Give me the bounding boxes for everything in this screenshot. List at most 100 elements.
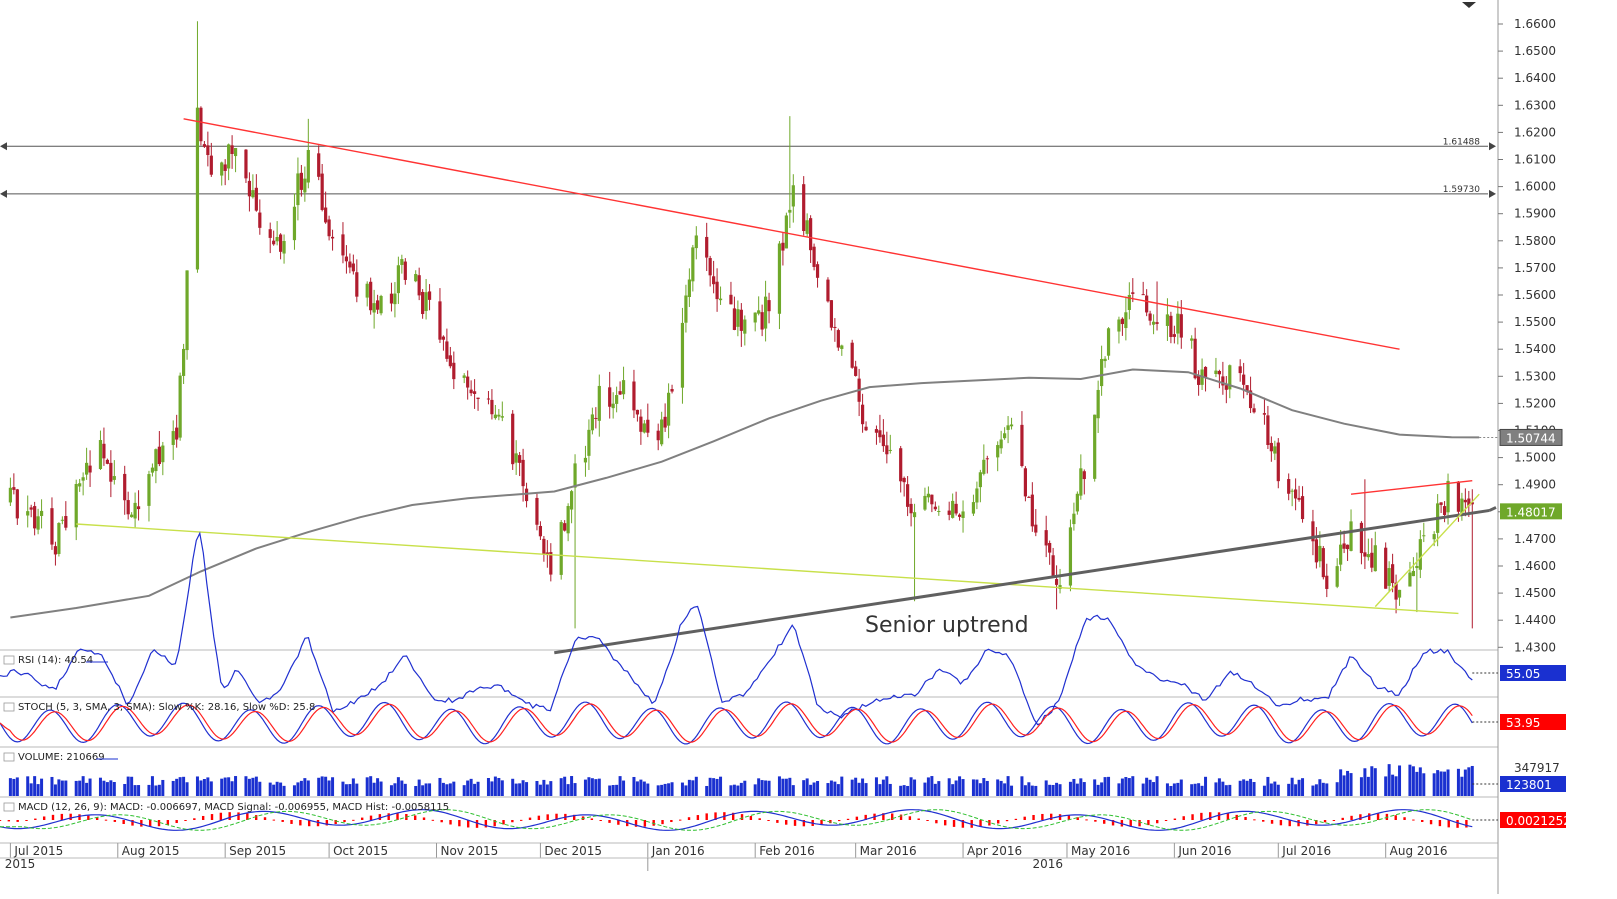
price-axis: 1.6600 1.6500 1.6400 1.6300 1.6200 1.6100 1.60… — [1498, 17, 1556, 654]
volume-bar — [1117, 783, 1121, 796]
macd-hist-bar — [758, 818, 761, 820]
candle-body — [518, 455, 522, 463]
candle-body — [209, 155, 213, 175]
candle-body — [1245, 385, 1249, 392]
candle-body — [109, 462, 113, 482]
macd-hist-bar — [961, 820, 965, 828]
candle-body — [660, 419, 664, 445]
candle-body — [670, 389, 674, 392]
volume-bar — [784, 778, 788, 796]
candle-body — [888, 449, 892, 451]
volume-bar — [109, 780, 113, 796]
macd-hist-bar — [201, 815, 205, 820]
macd-hist-bar — [237, 812, 240, 820]
macd-hist-bar — [210, 814, 214, 820]
candle-body — [1006, 425, 1010, 430]
volume-bar — [642, 781, 646, 796]
macd-hist-bar — [307, 820, 311, 827]
candle-body — [1422, 535, 1426, 537]
rsi-label: RSI (14): 40.54 — [18, 655, 93, 666]
year-label: 2016 — [1033, 857, 1064, 871]
volume-bar — [8, 778, 12, 796]
candle-body — [874, 429, 879, 433]
candle-body — [850, 342, 854, 368]
macd-hist-bar — [104, 819, 108, 821]
volume-bar — [175, 778, 179, 796]
chevron-down-icon — [1462, 2, 1476, 8]
candle-body — [708, 258, 712, 276]
rsi-badge-bg — [1500, 665, 1566, 681]
month-label: Oct 2015 — [333, 844, 388, 858]
price-tick-label: 1.6000 — [1514, 180, 1556, 194]
volume-bar — [926, 777, 930, 796]
candle-body — [1363, 552, 1367, 557]
volume-bar — [223, 777, 227, 796]
candle-body — [233, 148, 238, 157]
candle-body — [1397, 589, 1402, 598]
candle-body — [753, 312, 757, 323]
macd-hist-bar — [1465, 820, 1468, 828]
candle-body — [227, 144, 231, 169]
volume-bar — [559, 778, 563, 796]
macd-hist-bar — [113, 820, 117, 822]
volume-bar — [1349, 773, 1353, 796]
panel-toggle-icon — [3, 702, 15, 712]
candle-body — [1366, 554, 1370, 558]
macd-histogram — [0, 812, 1468, 828]
volume-bar — [1044, 780, 1048, 796]
candle-body — [26, 511, 30, 516]
volume-bar — [573, 783, 577, 796]
candle-body — [258, 212, 262, 228]
volume-bar — [874, 777, 878, 796]
candle-body — [930, 494, 934, 505]
candle-body — [123, 473, 127, 501]
candle-body — [1072, 513, 1076, 525]
volume-bar — [299, 780, 303, 796]
panel-toggle-icon — [3, 802, 15, 812]
volume-bar — [244, 776, 248, 796]
candle-body — [760, 312, 764, 330]
macd-hist-bar — [1438, 820, 1442, 827]
candle-body — [1221, 376, 1225, 386]
candle-body — [982, 459, 986, 474]
candle-body — [1203, 366, 1208, 378]
volume-bar — [88, 778, 92, 796]
candle-body — [254, 187, 258, 211]
candle-body — [1044, 530, 1048, 546]
volume-bar — [1370, 766, 1374, 796]
volume-bar — [1273, 781, 1277, 796]
volume-bar — [1463, 769, 1467, 796]
macd-hist-bar — [864, 814, 867, 820]
macd-hist-bar — [1173, 818, 1177, 820]
trendline-support — [76, 523, 1459, 615]
macd-hist-bar — [458, 820, 461, 827]
candle-body — [545, 552, 549, 556]
volume-bar — [469, 778, 473, 796]
volume-bar — [1020, 776, 1024, 796]
macd-hist-bar — [466, 820, 470, 828]
price-tick-label: 1.4900 — [1514, 478, 1556, 492]
candle-body — [85, 462, 89, 475]
candle-body — [646, 419, 650, 433]
volume-bar — [850, 779, 854, 796]
candle-body — [1467, 498, 1471, 506]
candle-body — [569, 491, 574, 510]
macd-hist-bar — [1032, 814, 1035, 820]
candle-body — [486, 398, 491, 400]
candle-body — [185, 270, 189, 351]
candle-body — [615, 395, 619, 404]
volume-bar — [414, 785, 418, 796]
macd-hist-bar — [378, 814, 382, 820]
volume-bar — [885, 776, 889, 796]
candle-body — [268, 229, 272, 238]
candle-body — [788, 209, 792, 213]
candle-body — [802, 184, 806, 232]
stoch-badge-bg — [1500, 714, 1566, 730]
candle-body — [1165, 314, 1170, 326]
volume-bar — [961, 779, 965, 796]
volume-bar — [282, 785, 286, 796]
candle-body — [1460, 498, 1464, 513]
volume-bar — [98, 777, 102, 796]
